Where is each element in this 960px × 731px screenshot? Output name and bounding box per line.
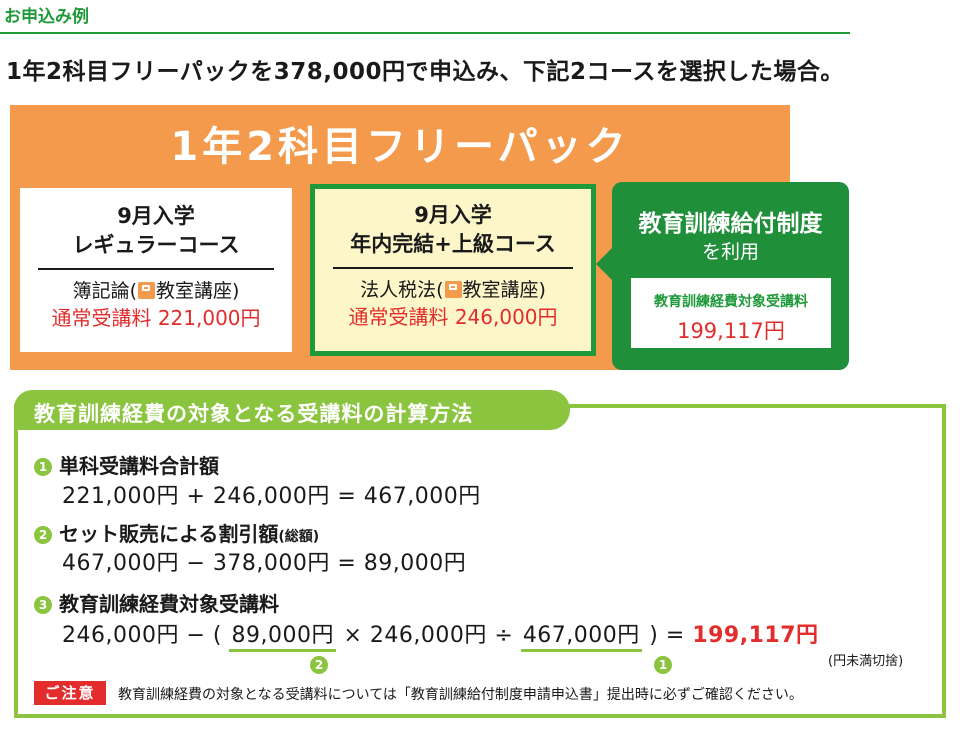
classroom-icon	[138, 282, 155, 299]
step-2-formula: 467,000円 − 378,000円 = 89,000円	[62, 551, 467, 576]
intro-text: 1年2科目フリーパックを378,000円で申込み、下記2コースを選択した場合。	[6, 59, 844, 85]
formula-part: × 246,000円 ÷	[343, 623, 514, 648]
course-format: 教室講座	[462, 279, 539, 301]
benefit-subtitle: を利用	[701, 241, 759, 263]
calc-heading-tab	[14, 390, 570, 430]
course-format: 教室講座	[156, 280, 233, 302]
calc-frame	[14, 404, 946, 718]
paren-close: )	[538, 279, 546, 301]
course-card-regular: 9月入学 レギュラーコース 簿記論( 教室講座) 通常受講料 221,000円	[20, 188, 292, 352]
step-title: セット販売による割引額	[58, 522, 279, 546]
ref-badge-step-1: 1	[654, 656, 672, 675]
step-number-badge: 1	[34, 458, 52, 476]
total-term: 467,000円	[520, 617, 642, 652]
formula-part: ) =	[649, 623, 685, 648]
step-1-formula: 221,000円 + 246,000円 = 467,000円	[62, 484, 481, 509]
benefit-amount-box: 教育訓練経費対象受講料 199,117円	[631, 278, 831, 348]
step-title: 教育訓練経費対象受講料	[58, 592, 279, 616]
course-title-line1: 9月入学	[414, 203, 492, 227]
course-subject-line: 簿記論( 教室講座)	[20, 278, 292, 304]
step-1-heading: 1 単科受講料合計額	[34, 450, 219, 479]
paren-open: (	[129, 280, 137, 302]
step-number-badge: 2	[34, 526, 52, 544]
step-number-badge: 3	[34, 596, 52, 614]
course-title-line2: 年内完結+上級コース	[350, 232, 556, 256]
formula-part: 246,000円 − (	[62, 623, 222, 648]
paren-close: )	[232, 280, 240, 302]
ref-badge-step-2: 2	[310, 656, 328, 675]
course-divider	[38, 268, 274, 270]
calc-heading: 教育訓練経費の対象となる受講料の計算方法	[34, 402, 474, 426]
pointer-arrow-icon	[596, 246, 614, 282]
discount-term: 89,000円	[229, 617, 336, 652]
step-3-formula: 246,000円 − ( 89,000円 × 246,000円 ÷ 467,00…	[62, 617, 819, 652]
course-title-line2: レギュラーコース	[72, 233, 240, 257]
course-divider	[333, 267, 573, 269]
notice-text: 教育訓練経費の対象となる受講料については「教育訓練給付制度申請申込書」提出時に必…	[118, 687, 803, 703]
course-subject: 法人税法	[360, 279, 437, 301]
course-subject-line: 法人税法( 教室講座)	[315, 277, 591, 303]
course-fee: 通常受講料 221,000円	[51, 306, 261, 330]
step-3-heading: 3 教育訓練経費対象受講料	[34, 588, 279, 617]
rounding-caption: (円未満切捨)	[828, 654, 904, 669]
formula-result: 199,117円	[692, 623, 819, 648]
step-note: (総額)	[278, 529, 320, 545]
course-subject: 簿記論	[72, 280, 130, 302]
benefit-value: 199,117円	[677, 319, 785, 343]
course-card-advanced: 9月入学 年内完結+上級コース 法人税法( 教室講座) 通常受講料 246,000…	[310, 184, 596, 356]
benefit-title: 教育訓練給付制度	[638, 211, 823, 237]
benefit-label: 教育訓練経費対象受講料	[654, 294, 808, 310]
step-title: 単科受講料合計額	[58, 454, 219, 478]
section-divider	[0, 32, 850, 34]
step-2-heading: 2 セット販売による割引額(総額)	[34, 518, 319, 547]
classroom-icon	[444, 281, 462, 298]
course-fee: 通常受講料 246,000円	[348, 305, 558, 329]
course-title-line1: 9月入学	[117, 204, 195, 228]
paren-open: (	[436, 279, 444, 301]
section-label: お申込み例	[4, 7, 89, 27]
pack-title: 1年2科目フリーパック	[170, 124, 630, 170]
notice-tag: ご注意	[34, 681, 106, 705]
